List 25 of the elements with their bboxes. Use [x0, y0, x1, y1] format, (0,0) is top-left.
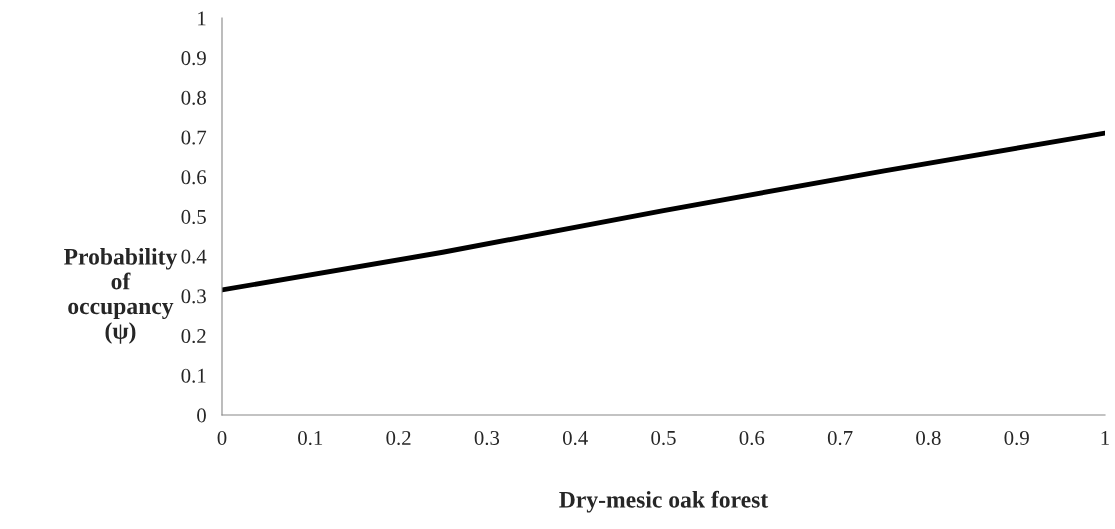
y-tick-label: 0	[197, 408, 206, 423]
x-tick-label: 0.4	[562, 430, 588, 446]
y-tick-label: 0.6	[181, 170, 207, 185]
y-tick-label: 0.8	[181, 90, 206, 105]
y-tick-label: 0.7	[181, 130, 207, 145]
x-tick-label: 0.6	[739, 430, 765, 446]
line-series	[222, 130, 1105, 293]
y-tick-label: 0.2	[181, 328, 206, 344]
x-tick-label: 1	[1101, 430, 1109, 445]
x-tick-label: 0.7	[827, 430, 853, 446]
y-tick-label: 0.1	[181, 368, 206, 383]
x-tick-label: 0.3	[474, 430, 500, 446]
x-tick-label: 0.5	[651, 430, 676, 446]
y-tick-label: 0.3	[181, 289, 206, 304]
x-tick-label: 0	[217, 430, 227, 445]
x-tick-label: 0.1	[298, 430, 323, 446]
y-tick-label: 0.4	[181, 249, 207, 264]
y-axis-title: Probability of occupancy (ψ)	[64, 248, 178, 344]
x-tick-label: 0.9	[1004, 430, 1029, 446]
y-tick-label: 1	[198, 11, 206, 26]
y-tick-label: 0.5	[181, 209, 206, 225]
x-tick-label: 0.2	[386, 430, 411, 446]
x-tick-label: 0.8	[916, 430, 941, 446]
x-axis-title: Dry-mesic oak forest	[559, 490, 769, 513]
y-tick-label: 0.9	[181, 51, 206, 66]
